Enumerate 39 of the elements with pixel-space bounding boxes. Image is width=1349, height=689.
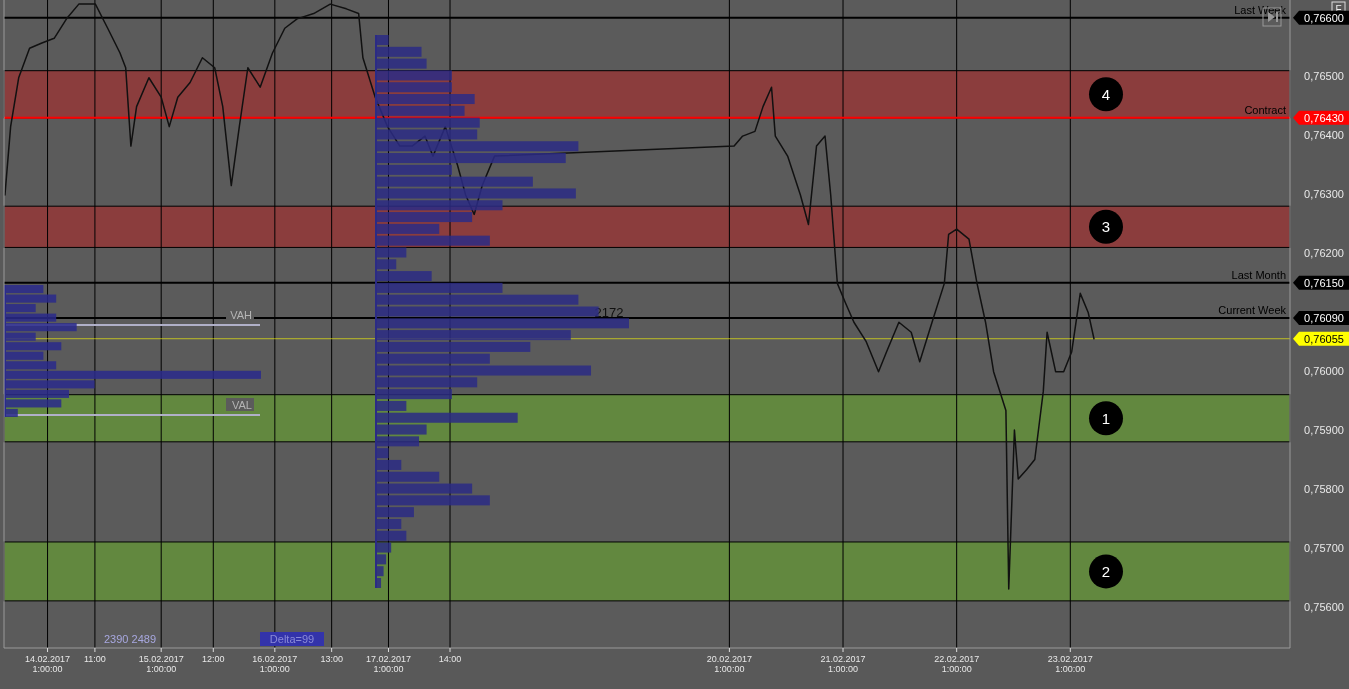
y-tick-label: 0,75800	[1304, 482, 1344, 495]
y-tick-label: 0,75600	[1304, 600, 1344, 613]
x-tick-label: 12:00	[202, 654, 225, 664]
y-tick-label: 0,75900	[1304, 423, 1344, 436]
x-tick-label: 22.02.2017 1:00:00	[934, 654, 980, 674]
y-tick-label: 0,76090	[1304, 311, 1344, 324]
annotation: VAH	[230, 309, 253, 321]
x-tick-label: 13:00	[320, 654, 343, 664]
band-label: 2	[1101, 562, 1111, 580]
x-tick-label: 14:00	[438, 654, 462, 664]
ref-line-label: Current Week	[1218, 304, 1287, 317]
ref-line-label: Last Month	[1231, 268, 1286, 281]
y-tick-label: 0,76150	[1304, 276, 1344, 289]
x-tick-label: 14.02.2017 1:00:00	[25, 654, 71, 674]
band-label: 3	[1101, 218, 1111, 236]
x-tick-label: 23.02.2017 1:00:00	[1047, 654, 1093, 674]
y-tick-label: 0,76200	[1304, 247, 1344, 260]
band-label: 1	[1101, 409, 1111, 427]
annotation: Delta=99	[269, 633, 315, 645]
y-tick-label: 0,75700	[1304, 541, 1344, 554]
annotation: 2172	[594, 305, 624, 320]
ref-line-label: Last Week	[1234, 3, 1287, 16]
y-tick-label: 0,76400	[1304, 129, 1344, 142]
x-tick-label: 16.02.2017 1:00:00	[252, 654, 298, 674]
line-series	[4, 3, 1095, 590]
ref-line-label: Contract	[1244, 103, 1286, 116]
annotation: VAL	[232, 399, 252, 411]
y-tick-label: 0,76055	[1304, 332, 1344, 345]
x-tick-label: 21.02.2017 1:00:00	[820, 654, 866, 674]
y-tick-label: 0,76000	[1304, 364, 1344, 377]
annotation: 2390 2489	[104, 633, 156, 645]
y-tick-label: 0,76300	[1304, 188, 1344, 201]
y-tick-label: 0,76500	[1304, 70, 1344, 83]
x-tick-label: 17.02.2017 1:00:00	[365, 654, 411, 674]
y-tick-label: 0,76430	[1304, 111, 1344, 124]
band-label: 4	[1101, 85, 1111, 103]
x-tick-label: 11:00	[83, 654, 106, 664]
x-tick-label: 15.02.2017 1:00:00	[138, 654, 184, 674]
x-tick-label: 20.02.2017 1:00:00	[706, 654, 752, 674]
